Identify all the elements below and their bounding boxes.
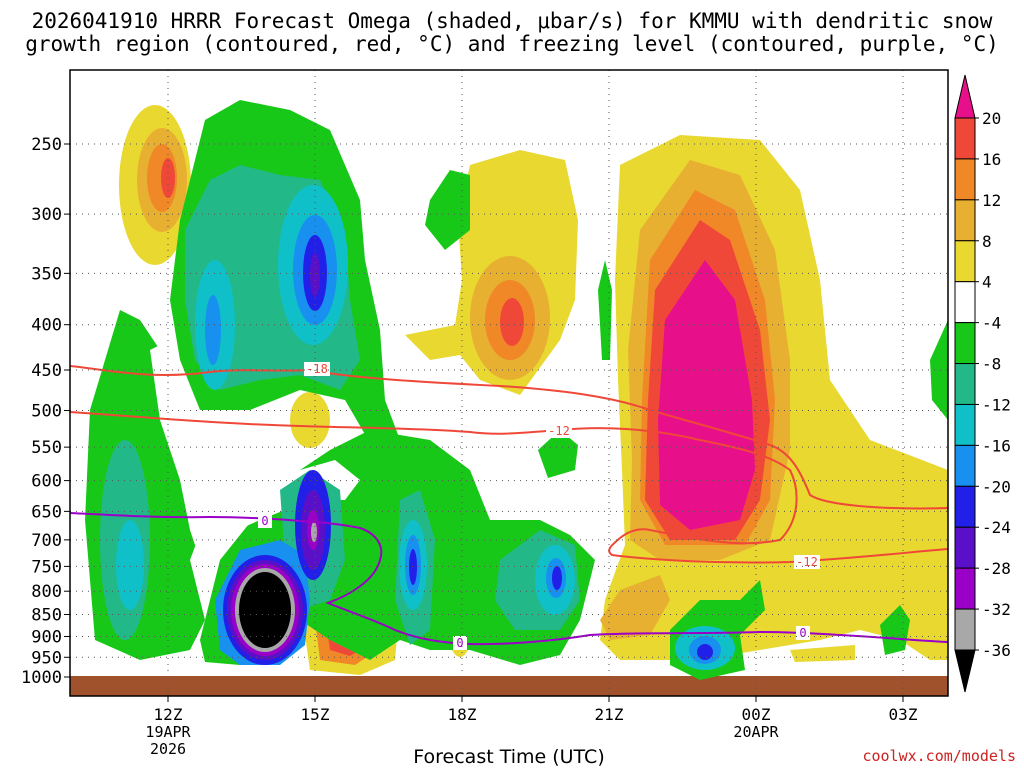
y-tick-label: 850 <box>31 606 62 626</box>
colorbar-label: 12 <box>982 191 1001 210</box>
contour-label-bg <box>796 626 810 640</box>
y-tick-label: 700 <box>31 531 62 551</box>
x-tick-date: 20APR <box>733 723 779 741</box>
y-tick-label: 650 <box>31 502 62 522</box>
x-axis-label: Forecast Time (UTC) <box>413 746 605 768</box>
omega-region <box>790 645 855 662</box>
omega-region <box>930 320 948 420</box>
dgz-label: -18 <box>306 362 328 376</box>
chart-title-line1: 2026041910 HRRR Forecast Omega (shaded, … <box>31 9 993 33</box>
freezing-label: 0 <box>799 626 806 640</box>
plot-frame <box>69 69 949 697</box>
colorbar-label: -20 <box>982 477 1011 496</box>
omega-region <box>205 295 221 365</box>
colorbar-label: -28 <box>982 559 1011 578</box>
y-tick-label: 300 <box>31 205 62 225</box>
colorbar-segment <box>954 363 976 405</box>
colorbar-top-cap <box>954 74 976 119</box>
dgz-label: -12 <box>548 424 570 438</box>
dgz-contour <box>70 365 948 510</box>
colorbar-label: -24 <box>982 518 1011 537</box>
colorbar-bottom-cap <box>954 649 976 693</box>
colorbar-segment <box>954 485 976 528</box>
omega-region <box>880 605 910 655</box>
colorbar-segment <box>954 567 976 610</box>
y-tick-label: 750 <box>31 557 62 577</box>
y-tick-label: 250 <box>31 135 62 155</box>
x-tick-label: 21Z <box>595 705 624 724</box>
colorbar-label: 20 <box>982 109 1001 128</box>
x-tick-label: 00Z <box>742 705 771 724</box>
credit-text: coolwx.com/models <box>862 747 1016 765</box>
colorbar-segment <box>954 322 976 365</box>
y-tick-label: 450 <box>31 361 62 381</box>
colorbar-label: -12 <box>982 395 1011 414</box>
colorbar-label: -16 <box>982 436 1011 455</box>
y-tick-label: 1000 <box>21 668 62 688</box>
omega-region <box>239 572 291 648</box>
colorbar-label: 16 <box>982 150 1001 169</box>
dgz-label: -12 <box>796 555 818 569</box>
colorbar: 20 16 12 8 4 -4 -8 -12 -16 -20 -24 -28 -32 -36 <box>954 74 1011 693</box>
colorbar-segment <box>954 199 976 242</box>
colorbar-label: -32 <box>982 600 1011 619</box>
omega-region <box>697 644 713 660</box>
freezing-level-contour <box>70 512 948 646</box>
y-tick-label: 950 <box>31 648 62 668</box>
colorbar-segment <box>954 117 976 160</box>
colorbar-segment <box>954 526 976 569</box>
colorbar-label: -4 <box>982 314 1001 333</box>
y-tick-label: 600 <box>31 472 62 492</box>
contour-label-bg <box>258 514 272 528</box>
shaded-field <box>70 100 948 696</box>
x-tick-label: 03Z <box>889 705 918 724</box>
contour-label-bg <box>304 362 330 376</box>
omega-region <box>538 430 578 478</box>
y-tick-label: 800 <box>31 582 62 602</box>
y-axis: 2503003504004505005506006507007508008509… <box>21 135 70 688</box>
omega-region <box>658 260 755 530</box>
colorbar-segment <box>954 608 976 651</box>
x-tick-date: 19APR <box>145 723 191 741</box>
x-tick-label: 15Z <box>301 705 330 724</box>
contour-label-bg <box>453 636 467 650</box>
contour-label-bg <box>794 555 820 569</box>
y-tick-label: 500 <box>31 402 62 422</box>
colorbar-segment <box>954 444 976 487</box>
x-tick-year: 2026 <box>150 740 186 758</box>
omega-region <box>311 522 317 542</box>
colorbar-label: 8 <box>982 232 992 251</box>
colorbar-label: 4 <box>982 273 992 292</box>
omega-region <box>598 260 612 360</box>
colorbar-label: -36 <box>982 641 1011 660</box>
omega-region <box>500 298 524 346</box>
contour-label-bg <box>546 424 572 438</box>
x-tick-label: 12Z <box>154 705 183 724</box>
omega-region <box>409 549 417 585</box>
freezing-label: 0 <box>456 636 463 650</box>
ground-layer <box>70 676 948 696</box>
y-tick-label: 400 <box>31 316 62 336</box>
omega-region <box>116 520 144 610</box>
y-tick-label: 550 <box>31 438 62 458</box>
chart-title-line2: growth region (contoured, red, °C) and f… <box>25 32 999 56</box>
freezing-label: 0 <box>261 514 268 528</box>
x-tick-label: 18Z <box>448 705 477 724</box>
colorbar-segment <box>954 281 976 324</box>
colorbar-label: -8 <box>982 355 1001 374</box>
omega-region <box>290 392 330 448</box>
dgz-contour <box>70 411 948 564</box>
omega-region <box>425 170 470 250</box>
omega-region <box>150 340 360 560</box>
colorbar-segment <box>954 240 976 283</box>
y-tick-label: 900 <box>31 627 62 647</box>
colorbar-segment <box>954 158 976 201</box>
grid <box>70 70 948 696</box>
y-tick-label: 350 <box>31 264 62 284</box>
omega-region <box>552 566 562 590</box>
colorbar-segment <box>954 403 976 446</box>
